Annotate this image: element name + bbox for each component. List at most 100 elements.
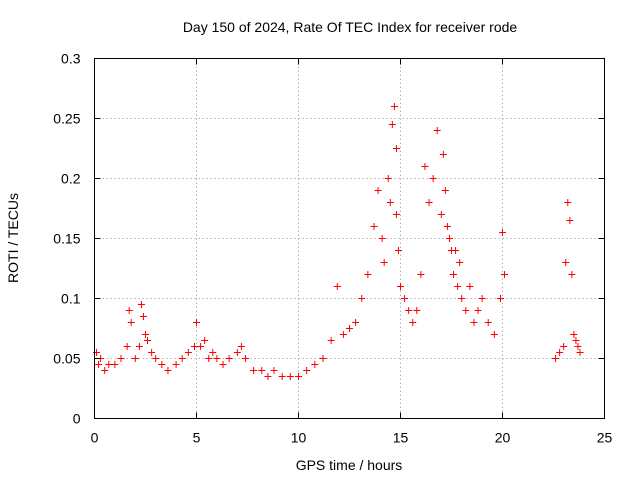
axis-ticks	[94, 58, 605, 419]
data-point	[201, 337, 209, 344]
data-point	[352, 319, 360, 326]
data-point	[370, 223, 378, 230]
data-point	[484, 319, 492, 326]
data-point	[454, 283, 462, 290]
data-point	[158, 361, 166, 368]
data-point	[131, 355, 139, 362]
data-point	[390, 103, 398, 110]
data-point	[405, 307, 413, 314]
data-point	[470, 319, 478, 326]
data-point	[164, 367, 172, 374]
x-tick-label: 10	[291, 430, 307, 446]
data-point	[564, 199, 572, 206]
data-point	[95, 361, 103, 368]
data-point	[501, 271, 509, 278]
data-point	[560, 343, 568, 350]
x-tick-label: 5	[193, 430, 201, 446]
data-point	[184, 349, 192, 356]
data-point	[117, 355, 125, 362]
data-point	[576, 349, 584, 356]
data-point	[209, 349, 217, 356]
data-point	[499, 229, 506, 236]
data-point	[125, 307, 133, 314]
data-point	[258, 367, 266, 374]
data-point	[478, 295, 486, 302]
y-tick-label: 0.1	[61, 291, 81, 307]
data-point	[556, 349, 564, 356]
data-point	[148, 349, 156, 356]
data-point	[241, 355, 249, 362]
data-point	[429, 175, 437, 182]
data-point	[496, 295, 504, 302]
data-point	[380, 259, 388, 266]
data-point	[101, 367, 109, 374]
y-tick-label: 0.15	[53, 231, 80, 247]
data-point	[286, 373, 294, 380]
data-point	[439, 151, 447, 158]
y-tick-label: 0.25	[53, 111, 80, 127]
data-point	[421, 163, 429, 170]
data-point	[452, 247, 460, 254]
y-tick-label: 0.05	[53, 351, 80, 367]
chart-title: Day 150 of 2024, Rate Of TEC Index for r…	[183, 19, 518, 35]
data-point	[433, 127, 441, 134]
data-point	[458, 295, 466, 302]
grid-lines	[94, 58, 605, 419]
data-point	[172, 361, 180, 368]
data-point	[190, 343, 198, 350]
data-point	[219, 361, 227, 368]
data-point	[319, 355, 327, 362]
data-point	[474, 307, 482, 314]
data-point	[327, 337, 335, 344]
data-point	[374, 187, 382, 194]
data-point	[552, 355, 560, 362]
data-point	[409, 319, 417, 326]
data-point	[311, 361, 319, 368]
y-tick-label: 0	[73, 411, 81, 427]
data-point	[401, 295, 409, 302]
data-point	[270, 367, 278, 374]
data-point	[303, 367, 311, 374]
data-point	[568, 271, 576, 278]
data-point	[135, 343, 143, 350]
data-point	[450, 271, 458, 278]
data-point	[456, 259, 464, 266]
data-point	[233, 349, 241, 356]
x-axis-tick-labels: 0 5 10 15 20 25	[91, 430, 613, 446]
data-point	[462, 307, 470, 314]
y-tick-label: 0.2	[61, 171, 81, 187]
data-point	[264, 373, 272, 380]
data-point	[213, 355, 221, 362]
data-point	[394, 247, 402, 254]
x-tick-label: 15	[393, 430, 409, 446]
data-point	[437, 211, 445, 218]
data-point	[197, 343, 205, 350]
data-point	[237, 343, 245, 350]
data-point	[566, 217, 574, 224]
data-point	[278, 373, 286, 380]
data-point	[139, 313, 147, 320]
data-point	[225, 355, 233, 362]
x-tick-label: 20	[495, 430, 511, 446]
data-point	[466, 283, 474, 290]
data-point	[152, 355, 160, 362]
data-point	[250, 367, 258, 374]
data-point	[397, 283, 404, 290]
data-point	[142, 331, 149, 338]
data-point	[413, 307, 421, 314]
data-point	[572, 337, 580, 344]
data-point	[333, 283, 341, 290]
y-axis-label: ROTI / TECUs	[5, 193, 21, 283]
data-point	[205, 355, 213, 362]
data-point	[443, 223, 451, 230]
data-points	[93, 103, 584, 380]
data-point	[378, 235, 386, 242]
data-point	[574, 343, 582, 350]
data-point	[445, 235, 453, 242]
data-point	[386, 199, 394, 206]
data-point	[193, 319, 200, 326]
data-point	[417, 271, 425, 278]
x-tick-label: 25	[597, 430, 613, 446]
data-point	[339, 331, 347, 338]
